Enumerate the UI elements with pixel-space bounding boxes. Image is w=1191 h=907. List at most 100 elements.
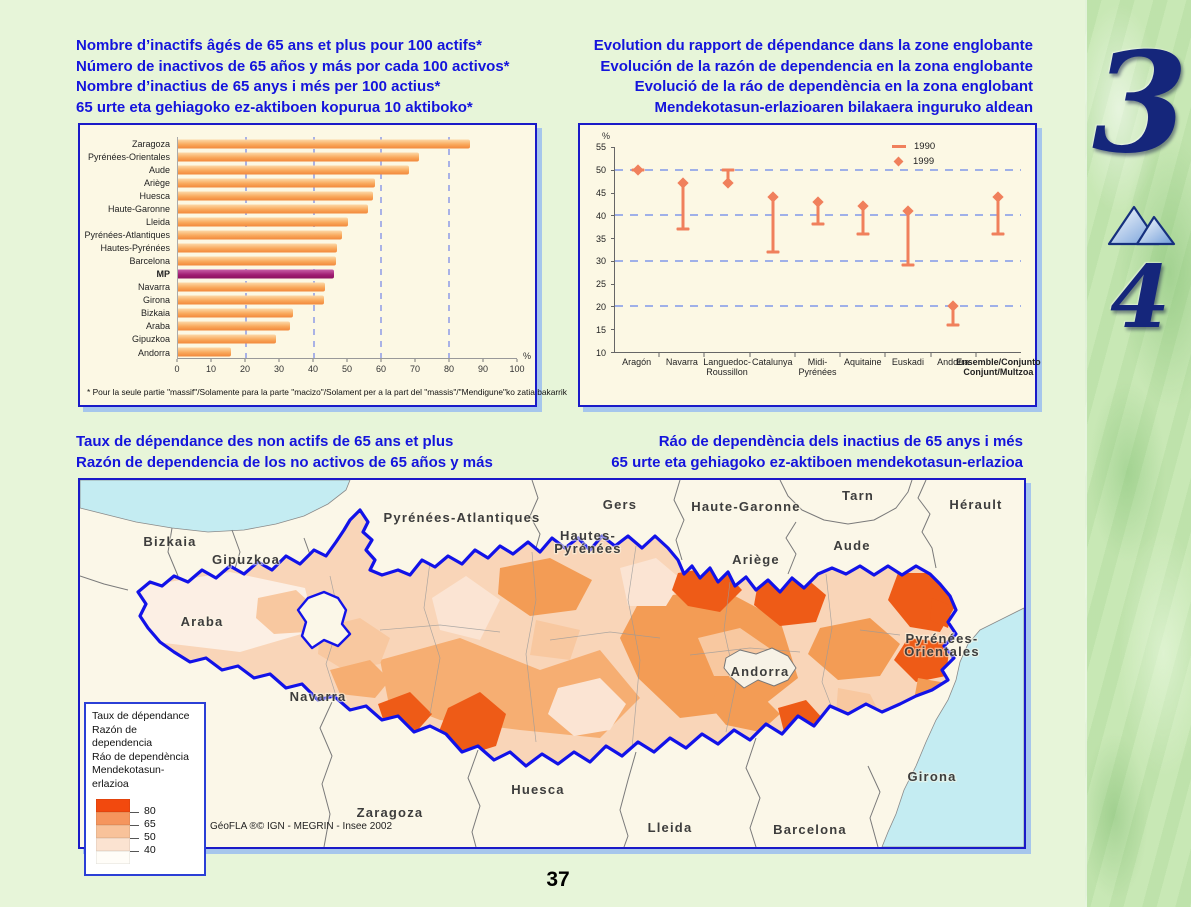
x-tickmark xyxy=(839,353,841,357)
bar-chart-title-fr: Nombre d’inactifs âgés de 65 ans et plus… xyxy=(76,37,482,54)
marker-1990 xyxy=(946,323,960,327)
x-tickmark xyxy=(244,359,246,362)
bar xyxy=(178,230,343,239)
bar xyxy=(178,178,375,187)
x-tickmark xyxy=(930,353,932,357)
bar-row xyxy=(178,319,517,332)
bar-row xyxy=(178,163,517,176)
legend-break-label: 80 xyxy=(144,805,156,817)
bar-row xyxy=(178,176,517,189)
map-region-label: Andorra xyxy=(731,664,790,679)
bar-chart-title-ca: Nombre d’inactius de 65 anys i més per 1… xyxy=(76,78,441,95)
enclave-navarra-north xyxy=(296,590,352,650)
bar-chart-x-tickmarks xyxy=(176,359,518,362)
y-tick-label: 10 xyxy=(595,348,606,358)
marker-1999 xyxy=(857,200,869,212)
marker-1990 xyxy=(991,232,1005,236)
range-chart: % 55 50 45 40 35 30 25 20 15 10 Aragón Navarra Lang… xyxy=(578,123,1041,407)
legend-item: 1999 xyxy=(892,156,935,167)
bar xyxy=(178,308,294,317)
bar-row xyxy=(178,267,517,280)
x-category-label: Midi- Pyrénées xyxy=(798,357,837,377)
map-region-label: Girona xyxy=(907,769,956,784)
map-region-label: Gers xyxy=(603,497,637,512)
x-tick-label: 50 xyxy=(341,364,353,374)
chapter-sidebar: 3 4 xyxy=(1085,0,1191,907)
x-tickmark xyxy=(749,353,751,357)
map-legend: Taux de dépendance Razón de dependencia … xyxy=(84,702,206,876)
x-tickmark xyxy=(380,359,382,362)
x-category-label: Ensemble/Conjunto Conjunt/Multzoa xyxy=(956,357,1041,377)
range-chart-title-block: Evolution du rapport de dépendance dans … xyxy=(578,36,1033,118)
range-line xyxy=(951,306,955,325)
chart-legend: 1990 1999 xyxy=(892,141,935,167)
bar xyxy=(178,217,348,226)
legend-color-swatch xyxy=(96,825,130,838)
legend-color-swatch xyxy=(96,799,130,812)
bar xyxy=(178,165,409,174)
bar-row xyxy=(178,150,517,163)
range-chart-plot-area xyxy=(611,147,1021,353)
x-tickmark xyxy=(210,359,212,362)
bar xyxy=(178,139,470,148)
bar xyxy=(178,321,290,330)
x-category-label: Catalunya xyxy=(752,357,793,367)
bar-chart-bars xyxy=(178,137,517,358)
gridline xyxy=(615,259,1021,262)
map-legend-title-fr: Taux de dépendance xyxy=(92,710,190,722)
bar-category-label: Pyrénées-Atlantiques xyxy=(84,229,170,240)
y-tickmark xyxy=(611,352,615,353)
gridline xyxy=(615,168,1021,171)
legend-tickmark xyxy=(130,851,139,852)
section-number: 4 xyxy=(1110,247,1170,348)
gridline xyxy=(615,305,1021,308)
bar xyxy=(178,269,334,278)
map-title-eu: 65 urte eta gehiagoko ez-aktiboen mendek… xyxy=(611,454,1023,471)
x-axis-unit-label: % xyxy=(522,351,531,361)
map-title-ca: Ráo de dependència dels inactius de 65 a… xyxy=(658,433,1023,450)
x-tickmark xyxy=(278,359,280,362)
y-tickmark xyxy=(611,283,615,285)
bar-category-label: Andorra xyxy=(137,347,170,358)
gridline xyxy=(380,137,383,358)
bar xyxy=(178,347,231,356)
bar-chart-footnote: * Pour la seule partie "massif"/Solament… xyxy=(87,387,567,397)
marker-1990 xyxy=(676,227,690,231)
y-tick-label: 45 xyxy=(595,187,606,198)
range-line xyxy=(771,197,775,252)
marker-1990 xyxy=(811,222,825,226)
x-tickmark xyxy=(448,359,450,362)
x-tickmark xyxy=(176,359,178,362)
bar-chart: Zaragoza Pyrénées-Orientales Aude Ariège Hue… xyxy=(78,123,567,407)
massif-zone-boundary xyxy=(136,508,958,768)
legend-tickmark xyxy=(130,825,139,826)
legend-item: 1990 xyxy=(892,141,935,152)
choropleth-map: Bizkaia Gipuzkoa Araba Navarra Pyrénées-Atla… xyxy=(78,478,1026,876)
range-line xyxy=(861,206,865,234)
gridline xyxy=(448,137,451,358)
bar-chart-plot-area xyxy=(177,137,517,359)
bar-category-label: Gipuzkoa xyxy=(131,334,170,345)
bar-chart-x-axis: 0 10 20 30 40 50 60 70 80 90 100 xyxy=(174,364,524,376)
legend-color-swatch xyxy=(96,812,130,825)
range-chart-title-fr: Evolution du rapport de dépendance dans … xyxy=(593,37,1033,54)
range-chart-y-axis: 55 50 45 40 35 30 25 20 15 10 xyxy=(582,142,610,358)
x-tickmark xyxy=(346,359,348,362)
bar-category-label: Barcelona xyxy=(129,256,170,267)
range-chart-title-eu: Mendekotasun-erlazioaren bilakaera ingur… xyxy=(654,98,1033,116)
map-legend-title-ca: Ráo de dependència xyxy=(92,750,189,763)
bar-category-label: Bizkaia xyxy=(140,308,170,319)
marker-1990 xyxy=(766,250,780,254)
legend-color-swatch xyxy=(96,838,130,851)
marker-1999 xyxy=(992,191,1005,203)
legend-color-ramp xyxy=(96,799,130,864)
x-tickmark xyxy=(516,359,518,362)
bar-category-label: Lleida xyxy=(145,216,170,227)
map-region-label: Ariège xyxy=(732,552,780,567)
x-category-label: Languedoc- Roussillon xyxy=(703,357,751,377)
legend-tickmark xyxy=(130,838,139,839)
bar xyxy=(178,191,373,200)
y-tick-label: 40 xyxy=(595,210,606,221)
bar-row xyxy=(178,293,517,306)
